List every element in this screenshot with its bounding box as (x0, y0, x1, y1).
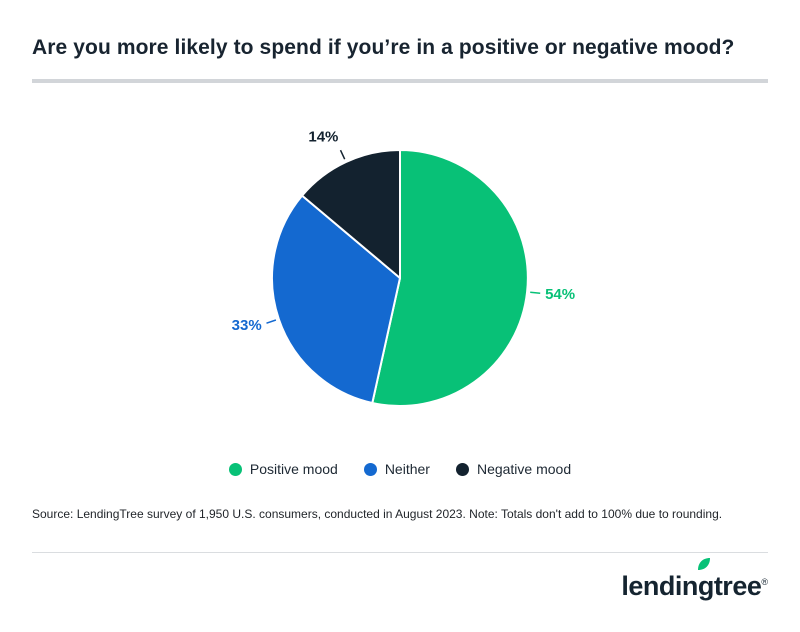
pie-value-label-neither: 33% (232, 317, 262, 334)
legend-dot-negative-mood (455, 462, 469, 476)
pie-slice-neither (271, 194, 401, 405)
pie-value-label-negative-mood: 14% (308, 129, 338, 146)
footer: lendingtree® (32, 558, 768, 603)
pie-value-label-positive-mood: 54% (545, 286, 575, 303)
leaf-icon (698, 558, 710, 571)
pie-slice-positive-mood (371, 149, 529, 408)
footer-divider (32, 552, 768, 554)
pie-leader-neither (266, 319, 277, 325)
source-note: Source: LendingTree survey of 1,950 U.S.… (32, 507, 723, 522)
legend-dot-neither (363, 462, 377, 476)
lendingtree-logo: lendingtree® (621, 558, 768, 603)
logo-text: lendingtree (621, 571, 762, 602)
legend-label-negative-mood: Negative mood (476, 461, 572, 478)
chart-legend: Positive mood Neither Negative mood (32, 461, 768, 477)
title-divider (32, 79, 768, 84)
pie-chart-area: 54% 33% 14% (32, 105, 768, 417)
legend-label-neither: Neither (384, 461, 430, 478)
pie-slice-negative-mood (301, 149, 401, 280)
pie-leader-positive-mood (530, 291, 541, 295)
registered-mark: ® (761, 577, 768, 588)
legend-item-neither: Neither (363, 461, 430, 478)
legend-item-positive-mood: Positive mood (228, 461, 338, 478)
legend-dot-positive-mood (228, 462, 242, 476)
legend-item-negative-mood: Negative mood (455, 461, 572, 478)
pie-leader-negative-mood (339, 150, 346, 160)
page-title: Are you more likely to spend if you’re i… (32, 36, 735, 59)
pie-chart-svg: 54% 33% 14% (232, 129, 575, 408)
legend-label-positive-mood: Positive mood (249, 461, 338, 478)
